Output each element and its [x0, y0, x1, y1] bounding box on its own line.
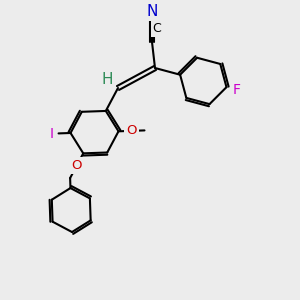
Text: F: F	[233, 83, 241, 97]
Text: H: H	[101, 71, 113, 86]
Text: C: C	[153, 22, 161, 35]
Text: N: N	[146, 4, 158, 19]
Text: I: I	[50, 127, 54, 141]
Text: O: O	[71, 159, 82, 172]
Text: O: O	[126, 124, 137, 137]
